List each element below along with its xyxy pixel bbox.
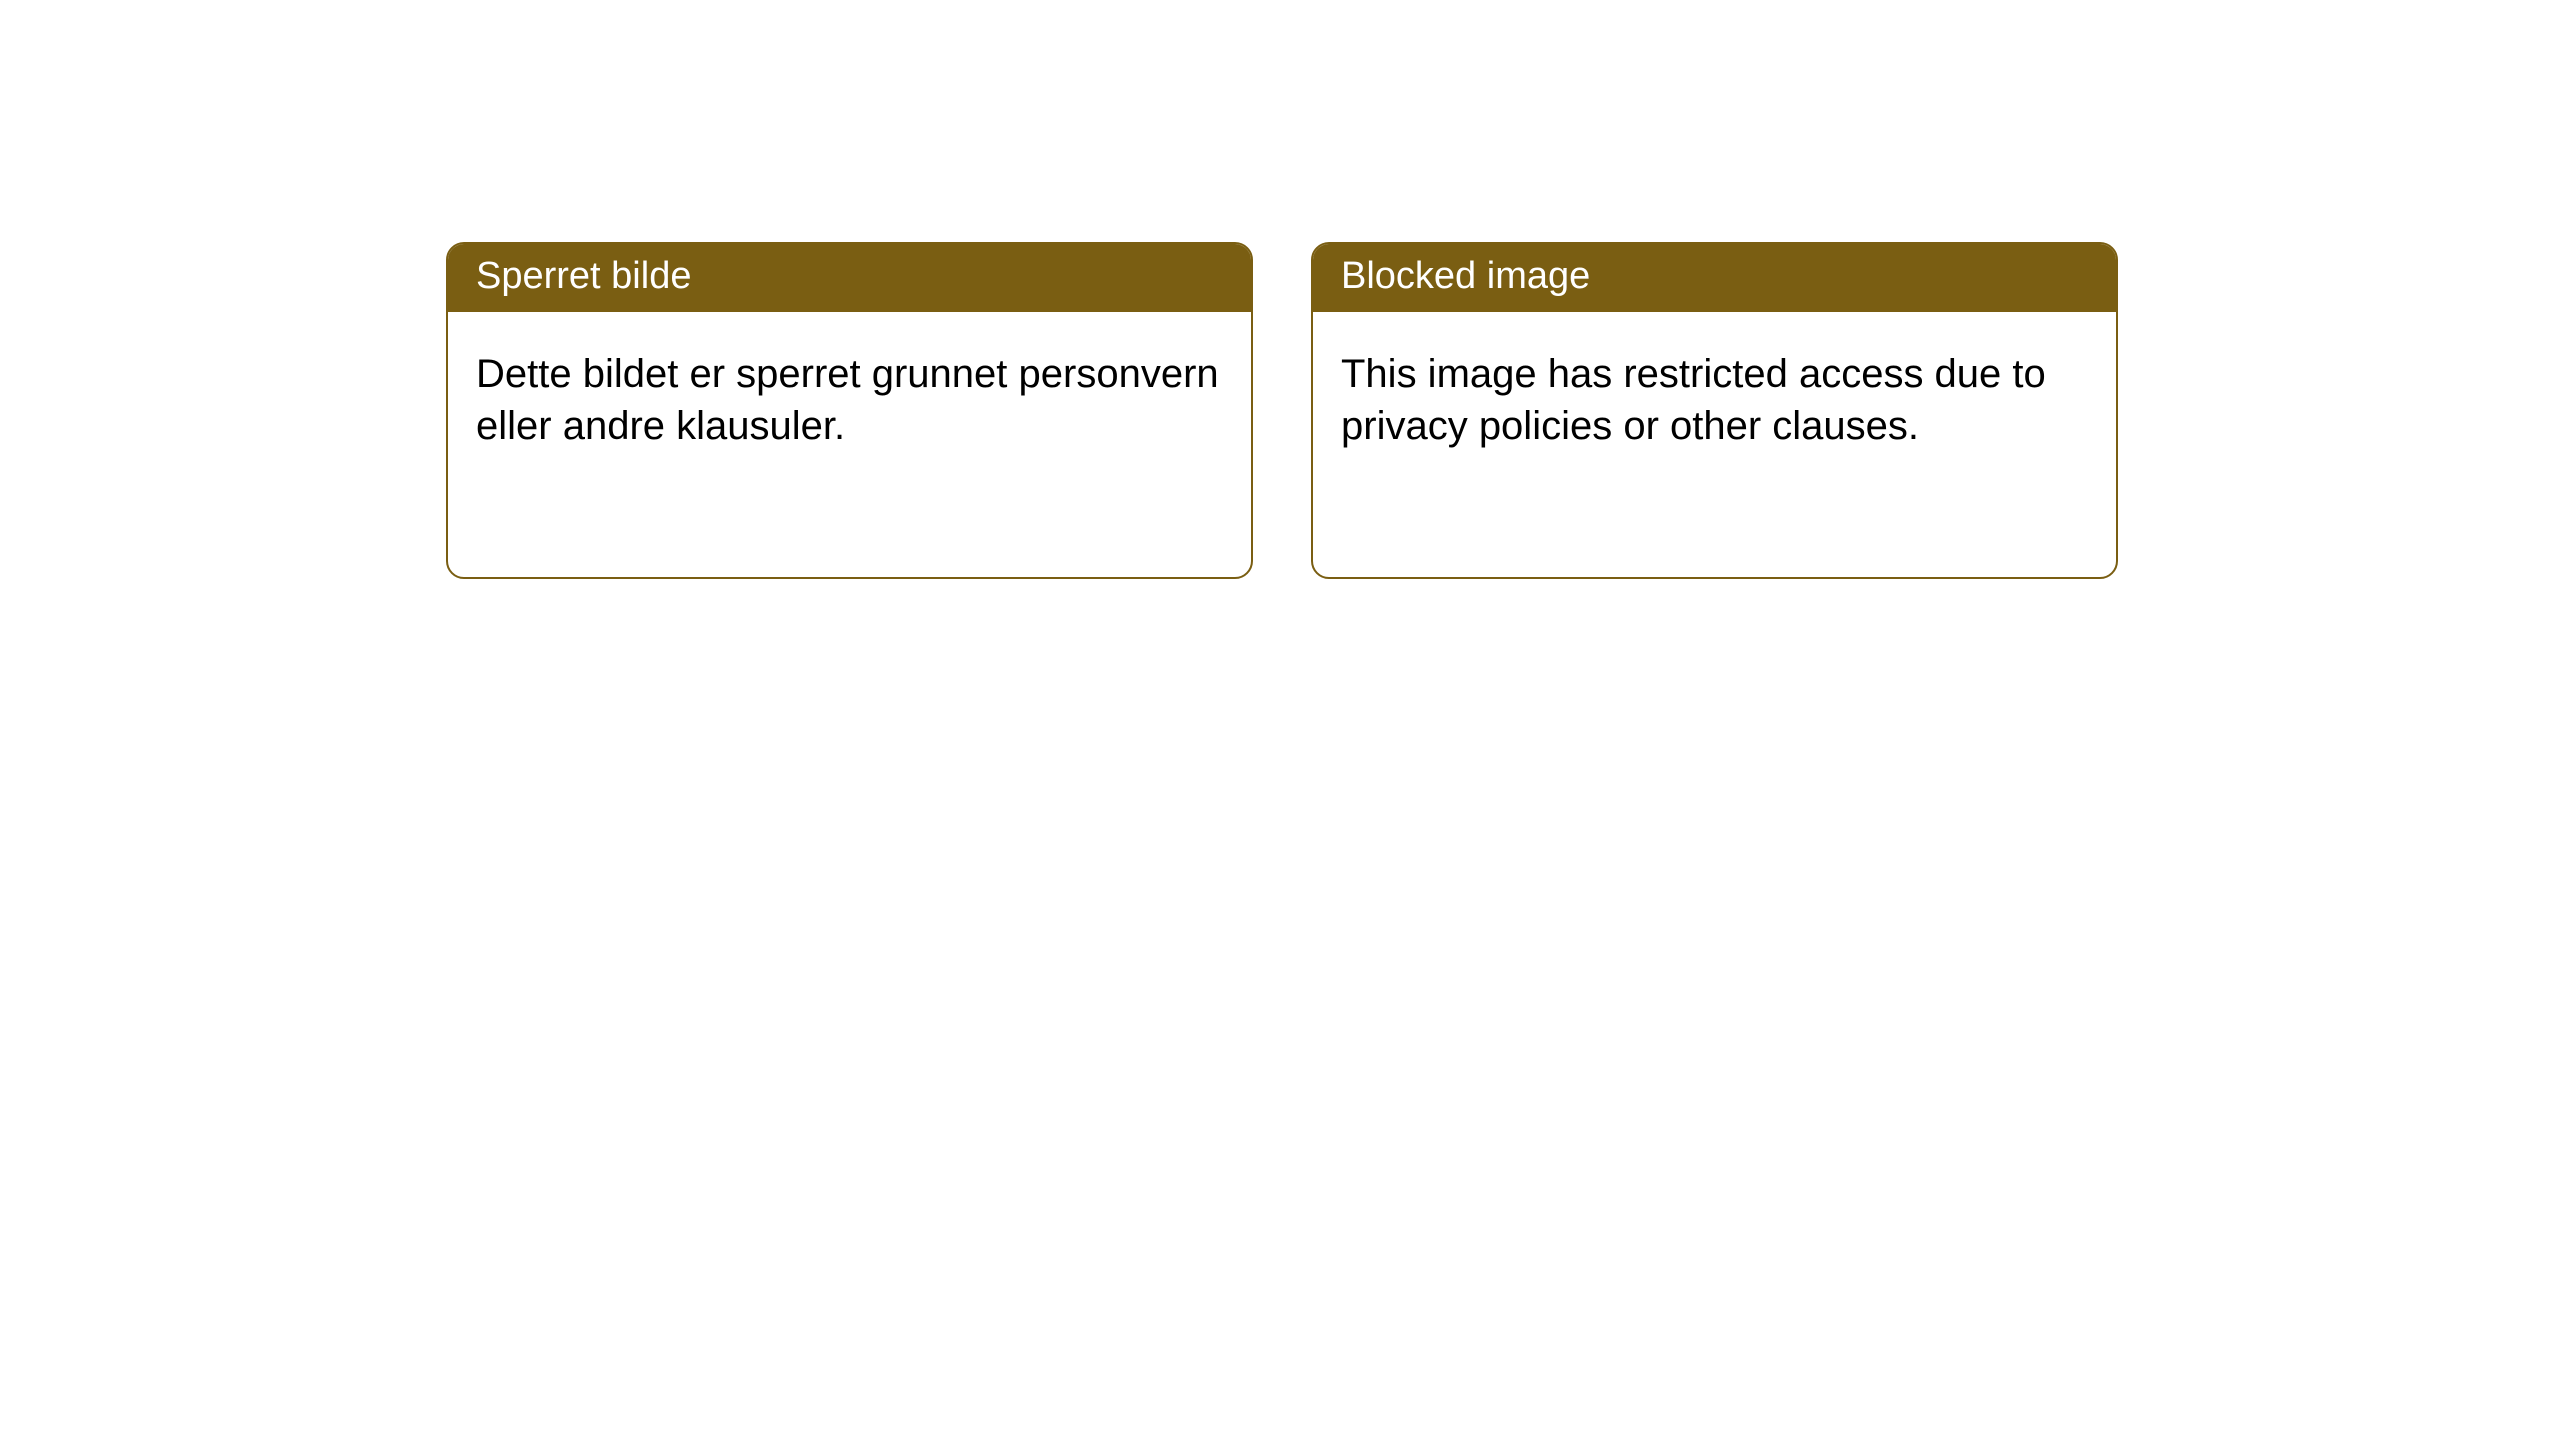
card-body-no: Dette bildet er sperret grunnet personve… [448,312,1251,480]
card-body-en: This image has restricted access due to … [1313,312,2116,480]
card-title-no: Sperret bilde [448,244,1251,312]
blocked-image-card-no: Sperret bilde Dette bildet er sperret gr… [446,242,1253,579]
blocked-image-card-en: Blocked image This image has restricted … [1311,242,2118,579]
card-title-en: Blocked image [1313,244,2116,312]
notice-container: Sperret bilde Dette bildet er sperret gr… [0,0,2560,579]
